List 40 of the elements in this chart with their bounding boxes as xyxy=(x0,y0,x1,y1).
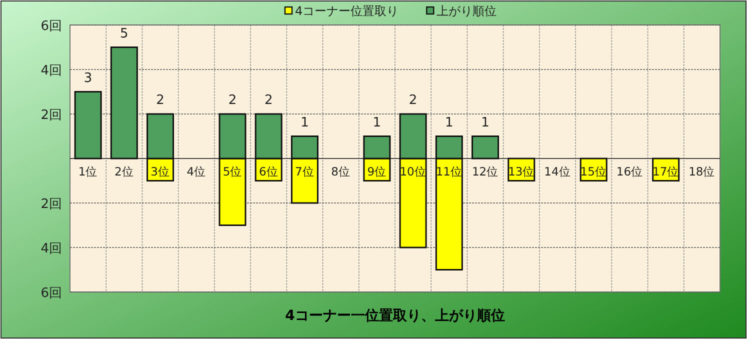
data-label: 1 xyxy=(481,115,490,130)
legend-label: 4コーナー位置取り xyxy=(295,4,399,18)
x-tick-label: 12位 xyxy=(472,164,499,178)
data-label: 2 xyxy=(264,93,273,108)
x-tick-label: 13位 xyxy=(508,164,535,178)
data-label: 2 xyxy=(408,93,418,108)
x-tick-label: 8位 xyxy=(331,164,350,178)
bar xyxy=(110,46,138,160)
bar xyxy=(472,136,500,160)
y-tick-label: 2回 xyxy=(40,197,62,212)
x-tick-label: 3位 xyxy=(150,164,170,178)
bar xyxy=(74,91,102,160)
y-tick-label: 4回 xyxy=(40,64,62,78)
x-tick-label: 7位 xyxy=(295,164,314,178)
x-tick-label: 17位 xyxy=(652,164,680,178)
x-tick-label: 10位 xyxy=(400,164,426,178)
data-label: 2 xyxy=(156,93,164,108)
x-tick-label: 4位 xyxy=(186,164,206,178)
x-tick-label: 1位 xyxy=(78,164,98,178)
legend-label: 上がり順位 xyxy=(436,4,497,18)
y-tick-label: 6回 xyxy=(40,286,62,301)
x-tick-label: 9位 xyxy=(367,164,387,178)
x-tick-label: 14位 xyxy=(544,164,571,178)
text: 4コーナー一位置取り、上がり順位 xyxy=(285,308,505,324)
x-tick-label: 5位 xyxy=(222,164,242,178)
x-tick-label: 18位 xyxy=(688,164,716,178)
x-tick-label: 15位 xyxy=(580,164,607,178)
x-tick-label: 6位 xyxy=(258,164,278,178)
y-tick-label: 2回 xyxy=(40,108,62,123)
data-label: 1 xyxy=(445,115,454,130)
x-tick-label: 16位 xyxy=(616,164,644,178)
x-tick-label: 2位 xyxy=(114,164,134,178)
data-label: 1 xyxy=(300,115,309,130)
data-label: 1 xyxy=(372,115,382,130)
y-tick-label: 4回 xyxy=(40,242,62,256)
data-label: 5 xyxy=(120,26,128,42)
y-tick-label: 6回 xyxy=(40,19,62,34)
x-tick-label: 11位 xyxy=(436,164,462,178)
data-label: 2 xyxy=(228,93,237,108)
data-label: 3 xyxy=(84,70,92,86)
